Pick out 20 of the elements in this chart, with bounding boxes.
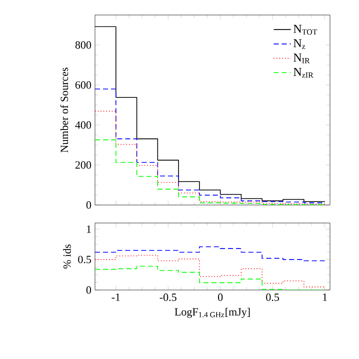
y-tick-label: 0 — [86, 286, 92, 294]
y-axis-title: % ids — [63, 244, 71, 268]
x-tick-label: 0.5 — [266, 294, 279, 302]
x-tick-label: -0.5 — [160, 294, 176, 302]
x-tick-label: 1 — [323, 294, 327, 301]
y-tick-label: 800 — [75, 41, 92, 49]
y-axis-title: Number of Sources — [60, 68, 68, 152]
y-tick-label: 400 — [75, 121, 92, 129]
legend-label: N$_{z}$ — [294, 39, 306, 49]
x-tick-label: -1 — [112, 294, 120, 301]
y-tick-label: 1 — [86, 225, 91, 233]
y-tick-label: 200 — [75, 161, 92, 169]
legend-label: N$_{IR}$ — [294, 54, 310, 64]
y-tick-label: 0 — [86, 201, 92, 209]
x-axis-title: LogF$_{1.4 GHz}$[mJy] — [174, 308, 250, 318]
y-tick-label: 600 — [75, 81, 92, 89]
x-tick-label: 0 — [218, 294, 223, 301]
y-tick-label: 0.5 — [78, 256, 92, 264]
legend-label: N$_{zIR}$ — [294, 68, 314, 78]
legend-label: N$_{TOT}$ — [294, 24, 318, 35]
